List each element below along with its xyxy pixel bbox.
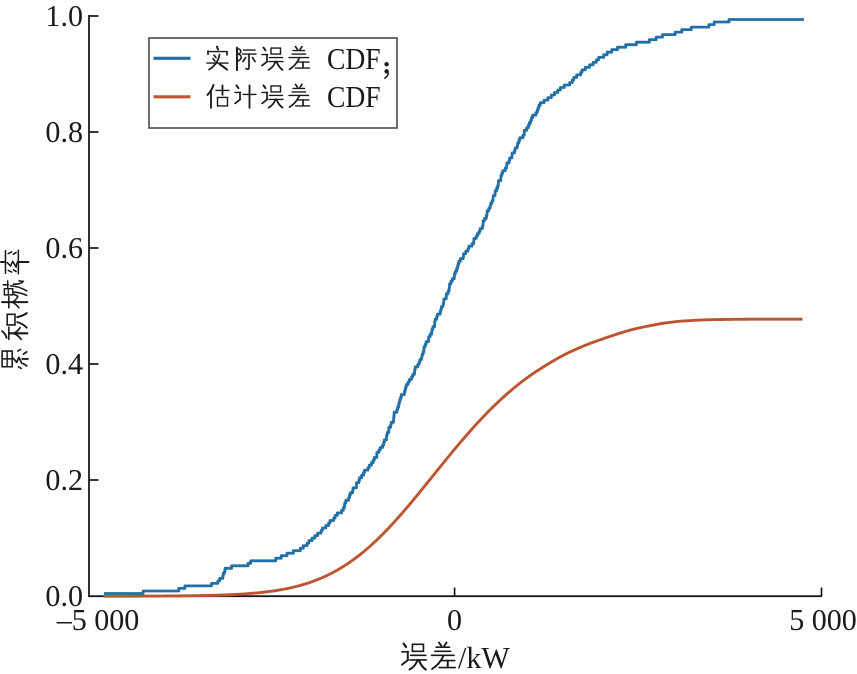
svg-text:CDF: CDF [327, 81, 381, 115]
svg-text:CDF: CDF [327, 43, 381, 77]
svg-text:0: 0 [447, 603, 462, 638]
svg-text:/kW: /kW [458, 641, 510, 674]
svg-text:0.4: 0.4 [45, 347, 83, 382]
svg-text:1.0: 1.0 [45, 0, 83, 33]
svg-text:0.0: 0.0 [45, 579, 83, 614]
svg-text:0.6: 0.6 [45, 231, 83, 266]
svg-text:0.8: 0.8 [45, 115, 83, 150]
svg-text:5 000: 5 000 [789, 603, 857, 638]
svg-text:0.2: 0.2 [45, 463, 83, 498]
svg-text:–5 000: –5 000 [56, 603, 140, 638]
